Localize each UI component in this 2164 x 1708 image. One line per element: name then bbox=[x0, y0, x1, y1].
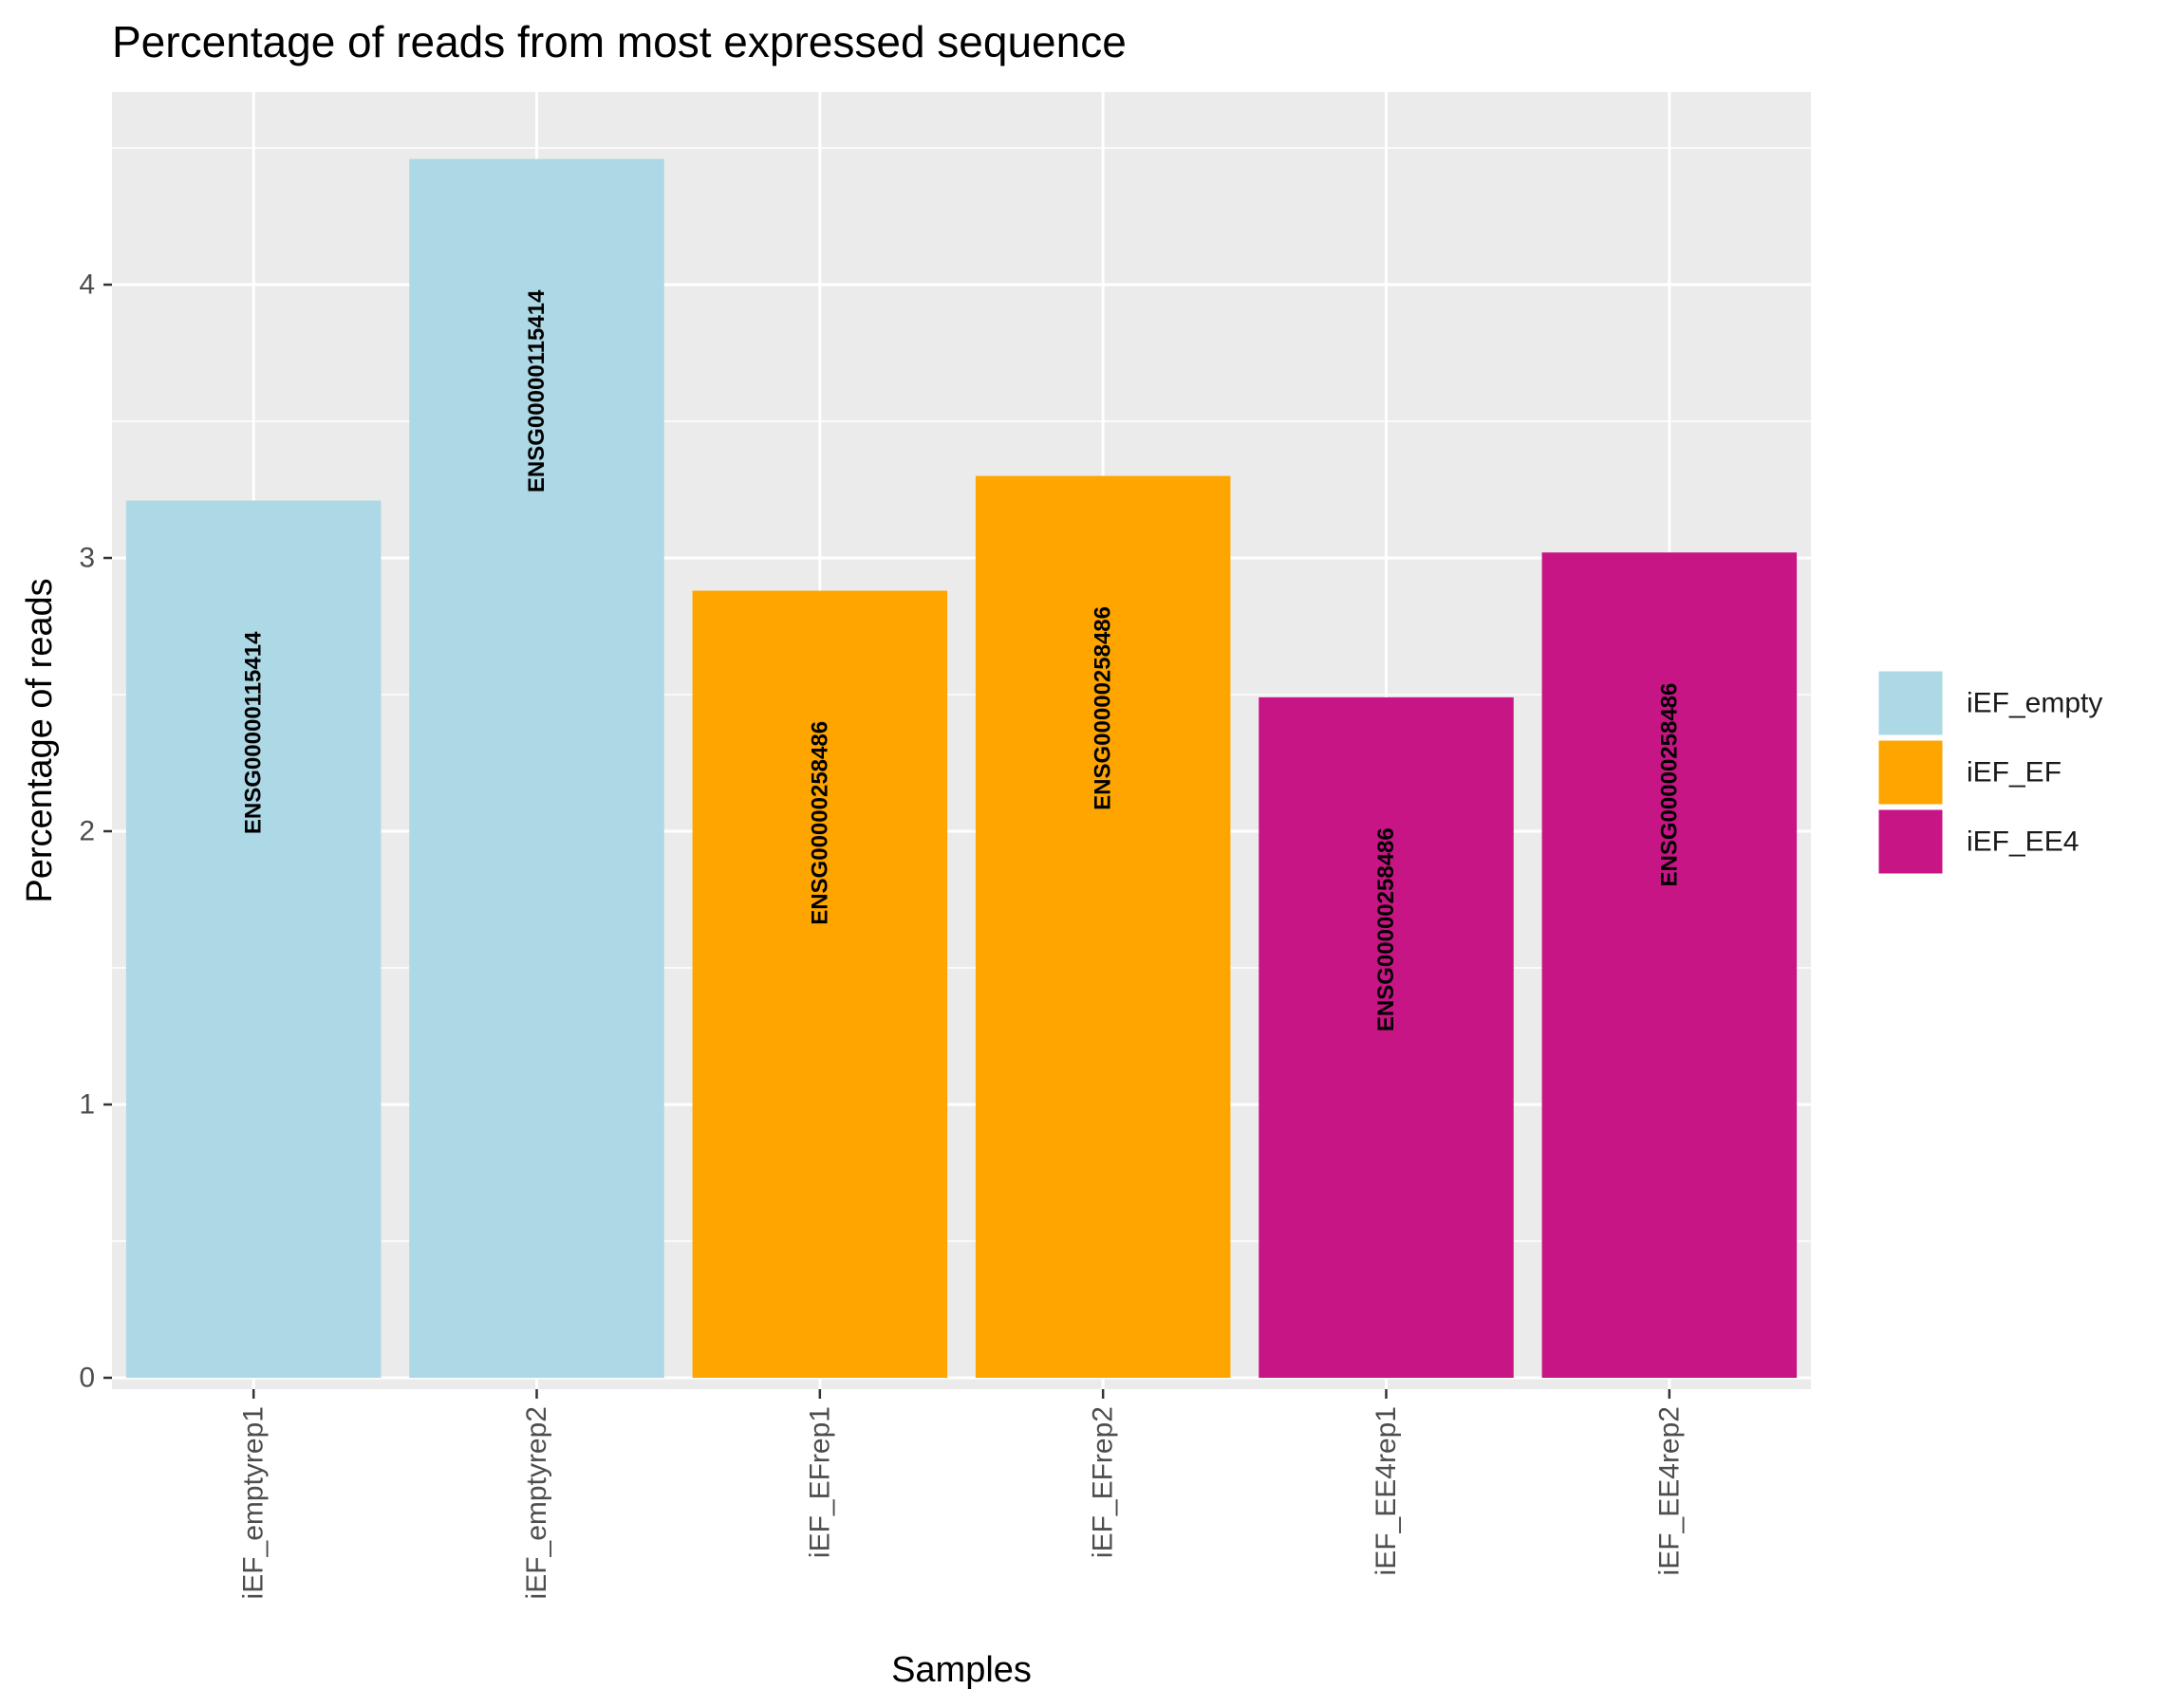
chart-title: Percentage of reads from most expressed … bbox=[112, 17, 1127, 66]
x-tick-label: iEF_EE4rep1 bbox=[1371, 1406, 1402, 1575]
bar-iEF_EE4rep2 bbox=[1541, 552, 1798, 1378]
y-tick-label: 2 bbox=[79, 816, 95, 847]
bar-value-label: ENSG00000258486 bbox=[807, 721, 832, 925]
bars bbox=[125, 158, 1798, 1379]
x-axis: iEF_emptyrep1 iEF_emptyrep2 iEF_EFrep1 iEF_… bbox=[238, 1389, 1685, 1599]
x-tick-label: iEF_emptyrep2 bbox=[521, 1406, 552, 1599]
bar-value-label: ENSG00000258486 bbox=[1656, 683, 1682, 887]
bar-labels: ENSG00000115414 ENSG00000115414 ENSG000002… bbox=[241, 289, 1683, 1031]
y-axis-title: Percentage of reads bbox=[20, 578, 60, 902]
y-tick-label: 3 bbox=[79, 543, 95, 574]
bar-iEF_EE4rep1 bbox=[1259, 696, 1514, 1378]
bar-iEF_emptyrep2 bbox=[409, 158, 664, 1378]
legend: iEF_empty iEF_EF iEF_EE4 bbox=[1875, 668, 2102, 877]
x-tick-label: iEF_emptyrep1 bbox=[238, 1406, 270, 1599]
x-tick-label: iEF_EFrep2 bbox=[1088, 1406, 1119, 1558]
plot-panel bbox=[112, 92, 1811, 1389]
legend-label: iEF_EE4 bbox=[1967, 826, 2079, 858]
bar-iEF_EFrep1 bbox=[692, 590, 948, 1378]
bar-iEF_emptyrep1 bbox=[125, 500, 382, 1378]
x-axis-title: Samples bbox=[891, 1650, 1032, 1690]
y-axis: 0 1 2 3 4 bbox=[79, 269, 112, 1394]
bar-value-label: ENSG00000115414 bbox=[524, 289, 550, 492]
y-tick-label: 1 bbox=[79, 1089, 95, 1121]
y-tick-label: 0 bbox=[79, 1363, 95, 1394]
legend-label: iEF_EF bbox=[1967, 757, 2061, 789]
legend-swatch-iEF_EF bbox=[1875, 737, 1946, 808]
bar-value-label: ENSG00000115414 bbox=[241, 631, 267, 834]
bar-value-label: ENSG00000258486 bbox=[1373, 827, 1399, 1031]
legend-label: iEF_empty bbox=[1967, 688, 2102, 719]
legend-swatch-iEF_empty bbox=[1875, 668, 1946, 738]
x-tick-label: iEF_EFrep1 bbox=[804, 1406, 835, 1558]
y-tick-label: 4 bbox=[79, 269, 95, 301]
bar-iEF_EFrep2 bbox=[975, 475, 1231, 1379]
bar-value-label: ENSG00000258486 bbox=[1091, 606, 1116, 810]
legend-swatch-iEF_EE4 bbox=[1875, 807, 1946, 877]
x-tick-label: iEF_EE4rep2 bbox=[1653, 1406, 1685, 1575]
